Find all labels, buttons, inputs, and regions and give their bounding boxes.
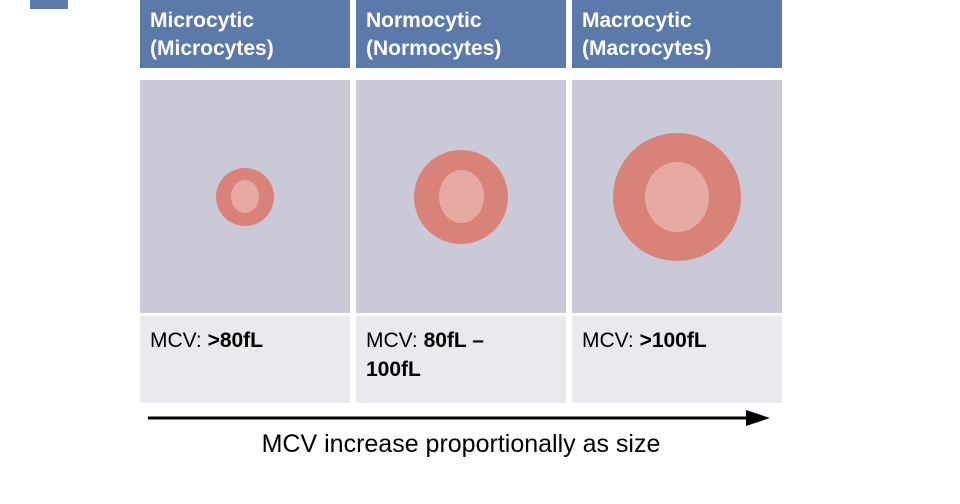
cell-illustration-area bbox=[356, 80, 566, 313]
mcv-label: MCV: bbox=[150, 329, 208, 352]
arrow-caption: MCV increase proportionally as size bbox=[261, 430, 661, 458]
mcv-row-macrocytic: MCV: >100fL bbox=[572, 316, 782, 403]
normocyte-cell-icon bbox=[414, 149, 508, 244]
header-line2: (Microcytes) bbox=[150, 37, 274, 60]
header-line2: (Macrocytes) bbox=[582, 37, 712, 60]
header-line1: Normocytic bbox=[366, 9, 482, 32]
mcv-row-normocytic: MCV: 80fL – 100fL bbox=[356, 316, 566, 403]
column-normocytic: Normocytic (Normocytes) MCV: 80fL – 100f… bbox=[356, 0, 566, 403]
cell-illustration-area bbox=[140, 80, 350, 313]
header-line1: Microcytic bbox=[150, 9, 254, 32]
mcv-row-microcytic: MCV: >80fL bbox=[140, 316, 350, 403]
column-header-microcytic: Microcytic (Microcytes) bbox=[140, 0, 350, 68]
mcv-value: >100fL bbox=[639, 329, 707, 352]
column-header-macrocytic: Macrocytic (Macrocytes) bbox=[572, 0, 782, 68]
microcyte-cell-icon bbox=[216, 167, 274, 226]
macrocyte-cell-icon bbox=[613, 132, 741, 261]
mcv-label: MCV: bbox=[366, 329, 424, 352]
mcv-label: MCV: bbox=[582, 329, 640, 352]
rbc-size-table: Microcytic (Microcytes) MCV: >80fL Normo… bbox=[140, 0, 782, 403]
mcv-value: >80fL bbox=[207, 329, 264, 352]
header-line1: Macrocytic bbox=[582, 9, 692, 32]
mcv-increase-arrow bbox=[140, 406, 782, 430]
column-header-normocytic: Normocytic (Normocytes) bbox=[356, 0, 566, 68]
central-pallor-icon bbox=[645, 161, 709, 232]
mcv-value: 80fL – 100fL bbox=[366, 329, 484, 381]
central-pallor-icon bbox=[438, 170, 484, 223]
central-pallor-icon bbox=[231, 180, 259, 213]
cell-illustration-area bbox=[572, 80, 782, 313]
column-microcytic: Microcytic (Microcytes) MCV: >80fL bbox=[140, 0, 350, 403]
column-macrocytic: Macrocytic (Macrocytes) MCV: >100fL bbox=[572, 0, 782, 403]
right-arrow-icon bbox=[148, 410, 770, 426]
header-line2: (Normocytes) bbox=[366, 37, 502, 60]
slide-edge-fragment bbox=[30, 0, 68, 9]
